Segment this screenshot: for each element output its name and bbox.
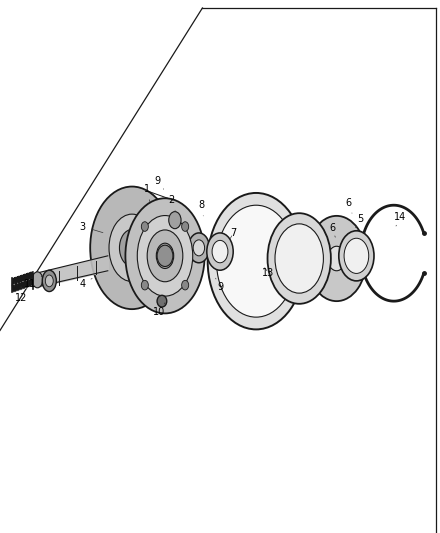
Ellipse shape bbox=[157, 245, 173, 266]
Text: 12: 12 bbox=[15, 287, 27, 303]
Ellipse shape bbox=[182, 222, 189, 231]
Ellipse shape bbox=[275, 224, 323, 293]
Text: 14: 14 bbox=[394, 213, 407, 226]
Ellipse shape bbox=[339, 231, 374, 281]
Ellipse shape bbox=[328, 246, 345, 271]
Ellipse shape bbox=[109, 214, 155, 281]
Ellipse shape bbox=[344, 238, 369, 273]
Ellipse shape bbox=[141, 222, 148, 231]
Text: 11: 11 bbox=[24, 276, 42, 288]
Ellipse shape bbox=[182, 280, 189, 290]
Ellipse shape bbox=[42, 270, 56, 292]
Text: 1: 1 bbox=[144, 184, 150, 201]
Ellipse shape bbox=[32, 272, 43, 288]
Ellipse shape bbox=[147, 230, 183, 282]
Ellipse shape bbox=[169, 212, 181, 229]
Ellipse shape bbox=[157, 295, 167, 307]
Text: 3: 3 bbox=[80, 222, 103, 232]
Ellipse shape bbox=[193, 240, 205, 256]
Text: 7: 7 bbox=[230, 229, 236, 239]
Ellipse shape bbox=[207, 233, 233, 270]
Ellipse shape bbox=[216, 205, 296, 317]
Ellipse shape bbox=[119, 229, 144, 266]
Ellipse shape bbox=[268, 213, 331, 304]
Text: 13: 13 bbox=[262, 268, 275, 278]
Ellipse shape bbox=[212, 240, 228, 263]
Text: 2: 2 bbox=[169, 195, 175, 211]
Ellipse shape bbox=[137, 215, 193, 296]
Ellipse shape bbox=[125, 198, 205, 313]
Ellipse shape bbox=[45, 275, 53, 287]
Text: 10: 10 bbox=[153, 303, 165, 317]
Ellipse shape bbox=[188, 233, 209, 263]
Text: 4: 4 bbox=[80, 278, 92, 288]
Ellipse shape bbox=[307, 216, 367, 301]
Ellipse shape bbox=[141, 280, 148, 290]
Ellipse shape bbox=[90, 187, 174, 309]
Text: 6: 6 bbox=[345, 198, 352, 213]
Text: 5: 5 bbox=[356, 214, 364, 228]
Text: 8: 8 bbox=[198, 200, 205, 216]
Ellipse shape bbox=[156, 243, 174, 269]
Ellipse shape bbox=[208, 193, 304, 329]
Text: 6: 6 bbox=[329, 223, 335, 237]
Text: 9: 9 bbox=[154, 176, 164, 189]
Text: 9: 9 bbox=[216, 278, 223, 292]
